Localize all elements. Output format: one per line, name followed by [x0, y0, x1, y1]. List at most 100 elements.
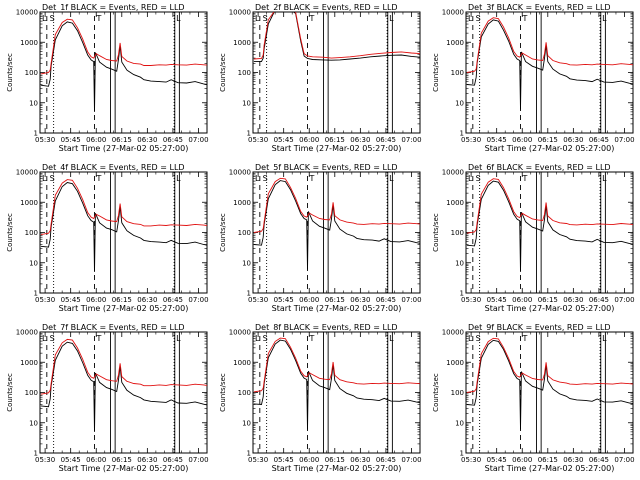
x-tick-label: 06:00: [299, 136, 319, 144]
x-tick-label: 06:45: [163, 136, 183, 144]
y-tick-label: 10: [29, 419, 38, 427]
y-tick-label: 10: [242, 419, 251, 427]
y-tick-label: 100: [238, 69, 251, 77]
y-axis-label: Counts/sec: [219, 373, 227, 412]
plot-frame: [252, 171, 421, 294]
marker-label-l1: L: [42, 14, 47, 23]
x-tick-label: 05:45: [61, 136, 81, 144]
panel-2: Det_2f BLACK = Events, RED = LLD 1 10 100 10…: [219, 3, 422, 153]
x-tick-label: 06:15: [325, 456, 345, 464]
plot-frame: [39, 11, 208, 134]
series-events: [40, 341, 207, 432]
y-tick-label: 10000: [229, 329, 251, 337]
x-tick-label: 06:45: [589, 136, 609, 144]
x-tick-label: 06:15: [112, 136, 132, 144]
panel-1: Det_1f BLACK = Events, RED = LLD 1 10 100 10…: [6, 3, 209, 153]
y-tick-label: 100: [25, 389, 38, 397]
x-tick-label: 06:30: [350, 456, 370, 464]
x-axis-label: Start Time (27-Mar-02 05:27:00): [272, 464, 402, 473]
y-tick-label: 10000: [16, 329, 38, 337]
y-tick-label: 1000: [20, 39, 38, 47]
marker-label-t: T: [96, 14, 102, 23]
marker-label-s: S: [50, 334, 55, 343]
y-tick-label: 100: [451, 229, 464, 237]
panel-title: Det_4f BLACK = Events, RED = LLD: [42, 163, 185, 172]
y-tick-label: 10: [242, 99, 251, 107]
y-tick-label: 100: [451, 69, 464, 77]
x-tick-label: 05:45: [274, 456, 294, 464]
marker-label-l2: L: [176, 334, 181, 343]
y-axis-label: Counts/sec: [432, 53, 440, 92]
y-tick-label: 1: [460, 130, 464, 138]
panel-title: Det_1f BLACK = Events, RED = LLD: [42, 3, 185, 12]
marker-label-l1: L: [255, 14, 260, 23]
x-tick-label: 06:15: [538, 136, 558, 144]
y-tick-label: 1: [460, 450, 464, 458]
x-tick-label: 06:15: [538, 456, 558, 464]
y-tick-label: 100: [25, 229, 38, 237]
x-axis-label: Start Time (27-Mar-02 05:27:00): [485, 144, 615, 153]
y-tick-label: 1000: [20, 359, 38, 367]
x-tick-label: 06:15: [325, 136, 345, 144]
y-tick-label: 10: [29, 99, 38, 107]
x-tick-label: 06:45: [163, 296, 183, 304]
panel-6: Det_6f BLACK = Events, RED = LLD 1 10 100 10…: [432, 163, 635, 313]
y-tick-label: 10000: [442, 169, 464, 177]
marker-label-l2: L: [389, 174, 394, 183]
x-tick-label: 06:30: [137, 296, 157, 304]
marker-label-l1: L: [468, 14, 473, 23]
plot-frame: [465, 11, 634, 134]
x-tick-label: 06:45: [376, 296, 396, 304]
y-tick-label: 1: [247, 130, 251, 138]
marker-label-t: T: [96, 174, 102, 183]
plot-frame: [39, 331, 208, 454]
marker-label-s: S: [263, 14, 268, 23]
x-tick-label: 06:30: [563, 296, 583, 304]
y-tick-label: 10: [242, 259, 251, 267]
y-axis-label: Counts/sec: [432, 213, 440, 252]
x-tick-label: 06:00: [86, 456, 106, 464]
marker-label-l2: L: [389, 14, 394, 23]
series-events: [466, 19, 633, 110]
x-tick-label: 06:00: [512, 136, 532, 144]
x-tick-label: 05:30: [35, 136, 55, 144]
y-tick-label: 1000: [446, 39, 464, 47]
y-tick-label: 1: [34, 290, 38, 298]
marker-label-t: T: [96, 334, 102, 343]
y-tick-label: 1000: [446, 359, 464, 367]
x-tick-label: 06:45: [163, 456, 183, 464]
y-tick-label: 1: [247, 290, 251, 298]
marker-label-t: T: [522, 334, 528, 343]
x-tick-label: 05:45: [274, 136, 294, 144]
x-tick-label: 06:30: [350, 136, 370, 144]
marker-label-l2: L: [602, 14, 607, 23]
marker-label-l2: L: [602, 174, 607, 183]
y-tick-label: 10: [455, 99, 464, 107]
plot-frame: [465, 171, 634, 294]
marker-label-t: T: [522, 174, 528, 183]
x-tick-label: 05:30: [248, 296, 268, 304]
y-tick-label: 1: [34, 450, 38, 458]
marker-label-t: T: [309, 334, 315, 343]
x-tick-label: 06:30: [563, 456, 583, 464]
y-axis-label: Counts/sec: [219, 213, 227, 252]
panel-title: Det_7f BLACK = Events, RED = LLD: [42, 323, 185, 332]
marker-label-t: T: [522, 14, 528, 23]
x-tick-label: 05:45: [61, 456, 81, 464]
x-tick-label: 07:00: [614, 456, 634, 464]
y-tick-label: 1: [34, 130, 38, 138]
marker-label-l1: L: [468, 174, 473, 183]
x-tick-label: 05:45: [487, 136, 507, 144]
y-tick-label: 10000: [229, 169, 251, 177]
y-tick-label: 10000: [16, 9, 38, 17]
x-tick-label: 07:00: [401, 456, 421, 464]
series-lld: [253, 12, 420, 60]
series-events: [253, 180, 420, 270]
y-tick-label: 1: [247, 450, 251, 458]
series-lld: [253, 177, 420, 233]
x-tick-label: 06:00: [86, 296, 106, 304]
marker-label-s: S: [476, 334, 481, 343]
series-lld: [40, 18, 207, 75]
marker-label-l1: L: [468, 334, 473, 343]
panel-7: Det_7f BLACK = Events, RED = LLD 1 10 100 10…: [6, 323, 209, 473]
